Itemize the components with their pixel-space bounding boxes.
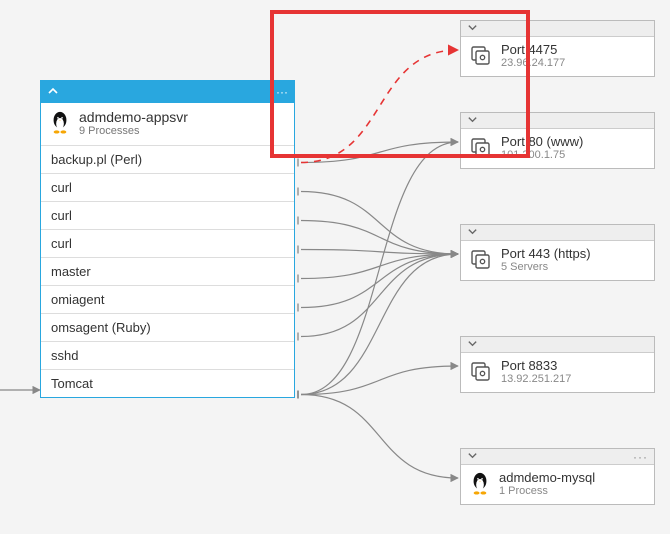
target-node[interactable]: Port 883313.92.251.217: [460, 336, 655, 393]
more-icon[interactable]: ···: [276, 86, 288, 98]
target-header[interactable]: [461, 21, 654, 37]
target-subtitle: 5 Servers: [501, 261, 591, 273]
server-title: admdemo-appsvr: [79, 109, 188, 125]
more-icon[interactable]: ···: [633, 450, 648, 464]
process-item[interactable]: curl: [41, 201, 294, 229]
target-node[interactable]: Port 80 (www)101.200.1.75: [460, 112, 655, 169]
target-body: Port 80 (www)101.200.1.75: [461, 129, 654, 168]
target-body: Port 883313.92.251.217: [461, 353, 654, 392]
chevron-down-icon[interactable]: [467, 450, 478, 464]
target-title: admdemo-mysql: [499, 470, 595, 485]
target-header[interactable]: ···: [461, 449, 654, 465]
target-body: Port 447523.96.24.177: [461, 37, 654, 76]
target-body: Port 443 (https)5 Servers: [461, 241, 654, 280]
target-title: Port 4475: [501, 42, 565, 57]
process-item[interactable]: backup.pl (Perl): [41, 145, 294, 173]
diagram-canvas: ··· admdemo-appsvr 9 Processes backup.pl…: [0, 0, 670, 534]
chevron-down-icon[interactable]: [467, 338, 478, 352]
process-item[interactable]: omiagent: [41, 285, 294, 313]
target-subtitle: 23.96.24.177: [501, 57, 565, 69]
chevron-down-icon[interactable]: [467, 226, 478, 240]
server-node[interactable]: ··· admdemo-appsvr 9 Processes backup.pl…: [40, 80, 295, 398]
server-group-icon: [469, 44, 493, 68]
target-title: Port 80 (www): [501, 134, 583, 149]
target-header[interactable]: [461, 113, 654, 129]
server-node-header[interactable]: ···: [41, 81, 294, 103]
server-group-icon: [469, 248, 493, 272]
target-node[interactable]: ···admdemo-mysql1 Process: [460, 448, 655, 505]
server-group-icon: [469, 136, 493, 160]
target-node[interactable]: Port 447523.96.24.177: [460, 20, 655, 77]
server-title-row: admdemo-appsvr 9 Processes: [41, 103, 294, 145]
chevron-down-icon[interactable]: [467, 114, 478, 128]
linux-penguin-icon: [469, 471, 491, 497]
target-node[interactable]: Port 443 (https)5 Servers: [460, 224, 655, 281]
process-item[interactable]: curl: [41, 173, 294, 201]
linux-penguin-icon: [49, 110, 71, 136]
process-list: backup.pl (Perl)curlcurlcurlmasteromiage…: [41, 145, 294, 397]
target-header[interactable]: [461, 337, 654, 353]
process-item[interactable]: omsagent (Ruby): [41, 313, 294, 341]
process-item[interactable]: sshd: [41, 341, 294, 369]
target-header[interactable]: [461, 225, 654, 241]
target-title: Port 443 (https): [501, 246, 591, 261]
target-title: Port 8833: [501, 358, 571, 373]
process-item[interactable]: curl: [41, 229, 294, 257]
target-body: admdemo-mysql1 Process: [461, 465, 654, 504]
server-group-icon: [469, 360, 493, 384]
target-subtitle: 13.92.251.217: [501, 373, 571, 385]
target-subtitle: 101.200.1.75: [501, 149, 583, 161]
process-item[interactable]: master: [41, 257, 294, 285]
process-item[interactable]: Tomcat: [41, 369, 294, 397]
chevron-up-icon[interactable]: [47, 85, 59, 99]
chevron-down-icon[interactable]: [467, 22, 478, 36]
server-subtitle: 9 Processes: [79, 125, 188, 137]
target-subtitle: 1 Process: [499, 485, 595, 497]
